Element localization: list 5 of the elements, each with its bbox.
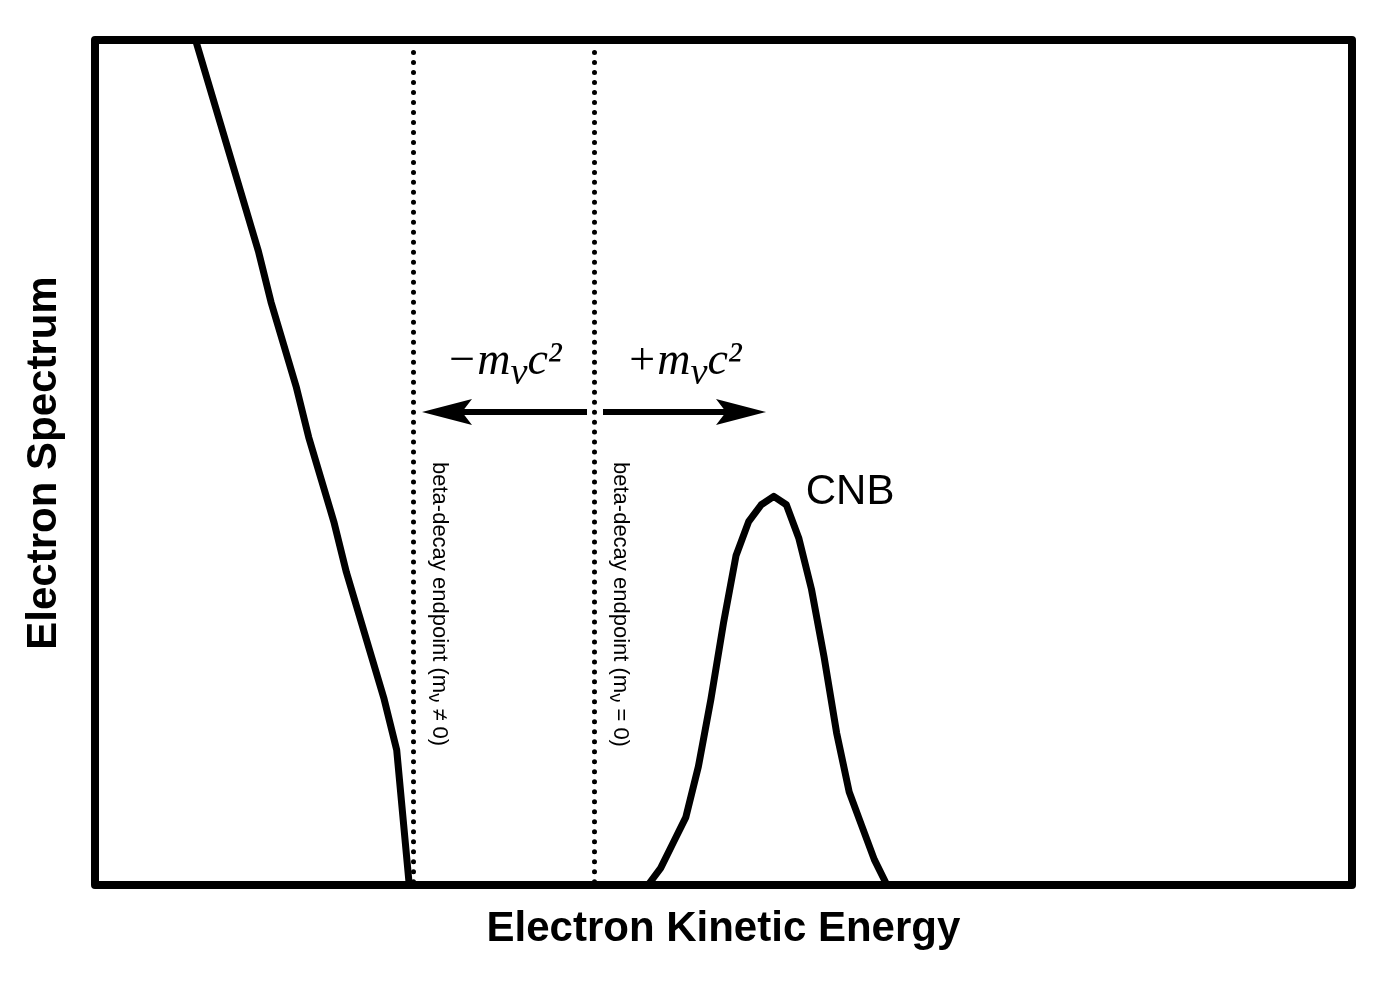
series-label: CNB [805, 466, 895, 515]
annotation: +m$_{ν}$c² [626, 331, 742, 393]
annotation: −m$_{ν}$c² [446, 331, 562, 393]
y-axis-title: Electron Spectrum [17, 275, 66, 650]
x-axis-title: Electron Kinetic Energy [486, 903, 961, 951]
